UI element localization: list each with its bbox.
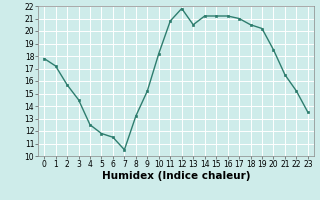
X-axis label: Humidex (Indice chaleur): Humidex (Indice chaleur): [102, 171, 250, 181]
